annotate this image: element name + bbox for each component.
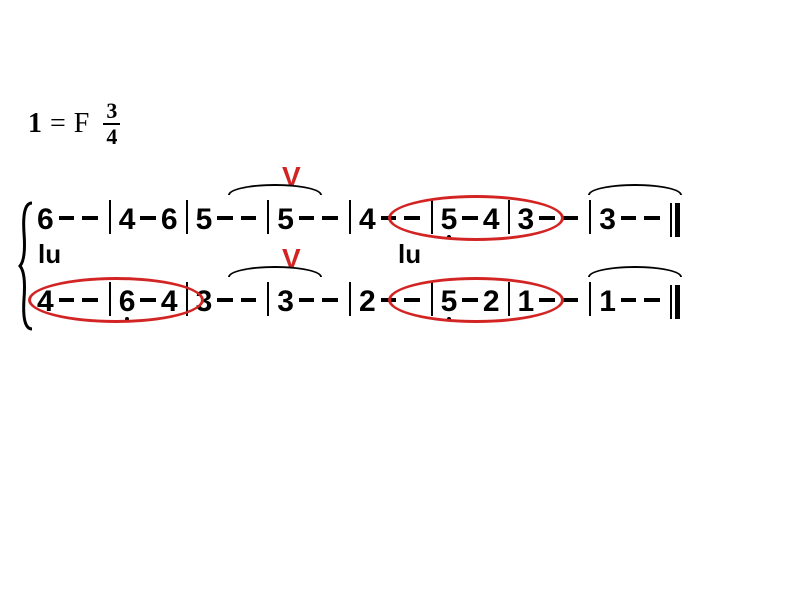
duration-dash [621, 216, 637, 220]
duration-dash [462, 298, 478, 302]
tie [588, 266, 682, 277]
measure: 6 [36, 203, 102, 237]
duration-dash [241, 298, 257, 302]
barline [349, 200, 351, 234]
stave-1: 6465V545433lulu [36, 195, 680, 245]
barline [186, 282, 188, 316]
duration-dash [322, 216, 338, 220]
key-signature: 1 = F 3 4 [28, 100, 120, 148]
measure: 3 [598, 203, 664, 237]
note: 4 [36, 285, 55, 319]
duration-dash [563, 298, 579, 302]
duration-dash [539, 216, 555, 220]
measure: 4 [358, 203, 424, 237]
measure: 5 [195, 203, 261, 237]
duration-dash [299, 298, 315, 302]
note: 5 [440, 203, 459, 237]
note: 3 [598, 203, 617, 237]
measure: 5 [276, 203, 342, 237]
note: 5 [195, 203, 214, 237]
barline [349, 282, 351, 316]
key-letter: F [74, 108, 90, 140]
system-brace [18, 201, 36, 331]
note: 3 [517, 203, 536, 237]
tie [228, 266, 322, 277]
tie [228, 184, 322, 195]
measure: 54 [440, 203, 501, 237]
measure: 3 [195, 285, 261, 319]
barline [267, 282, 269, 316]
barline [109, 282, 111, 316]
lyric-lu: lu [398, 239, 421, 270]
measure: 1 [598, 285, 664, 319]
note: 2 [482, 285, 501, 319]
stave-2: 4643V325211 [36, 277, 680, 327]
duration-dash [644, 216, 660, 220]
note: 4 [118, 203, 137, 237]
duration-dash [82, 298, 98, 302]
barline [589, 200, 591, 234]
duration-dash [404, 298, 420, 302]
barline [109, 200, 111, 234]
note: 5 [440, 285, 459, 319]
duration-dash [563, 216, 579, 220]
duration-dash [322, 298, 338, 302]
measure: 64 [118, 285, 179, 319]
duration-dash [381, 298, 397, 302]
barline [431, 282, 433, 316]
duration-dash [644, 298, 660, 302]
note: 4 [358, 203, 377, 237]
note: 3 [276, 285, 295, 319]
duration-dash [217, 216, 233, 220]
duration-dash [82, 216, 98, 220]
measure: 4 [36, 285, 102, 319]
time-signature: 3 4 [103, 100, 120, 148]
tonic-numeral: 1 [28, 108, 42, 140]
note: 3 [195, 285, 214, 319]
note: 4 [482, 203, 501, 237]
barline [267, 200, 269, 234]
time-numerator: 3 [103, 100, 120, 125]
duration-dash [59, 216, 75, 220]
measure: 3 [276, 285, 342, 319]
equals-sign: = [50, 108, 66, 140]
measure: 2 [358, 285, 424, 319]
time-denominator: 4 [106, 125, 117, 148]
duration-dash [140, 216, 156, 220]
duration-dash [539, 298, 555, 302]
duration-dash [404, 216, 420, 220]
duration-dash [462, 216, 478, 220]
score: 6465V545433lulu 4643V325211 [22, 195, 680, 327]
duration-dash [241, 216, 257, 220]
barline [589, 282, 591, 316]
note: 6 [118, 285, 137, 319]
note: 1 [598, 285, 617, 319]
measure: 46 [118, 203, 179, 237]
measure: 3 [517, 203, 583, 237]
barline [431, 200, 433, 234]
note: 5 [276, 203, 295, 237]
duration-dash [299, 216, 315, 220]
measure: 1 [517, 285, 583, 319]
duration-dash [381, 216, 397, 220]
lyric-lu: lu [38, 239, 61, 270]
barline [186, 200, 188, 234]
note: 6 [36, 203, 55, 237]
note: 4 [160, 285, 179, 319]
final-barline [670, 285, 680, 319]
note: 1 [517, 285, 536, 319]
final-barline [670, 203, 680, 237]
tie [588, 184, 682, 195]
duration-dash [140, 298, 156, 302]
duration-dash [59, 298, 75, 302]
note: 6 [160, 203, 179, 237]
duration-dash [217, 298, 233, 302]
note: 2 [358, 285, 377, 319]
barline [508, 200, 510, 234]
barline [508, 282, 510, 316]
measure: 52 [440, 285, 501, 319]
duration-dash [621, 298, 637, 302]
